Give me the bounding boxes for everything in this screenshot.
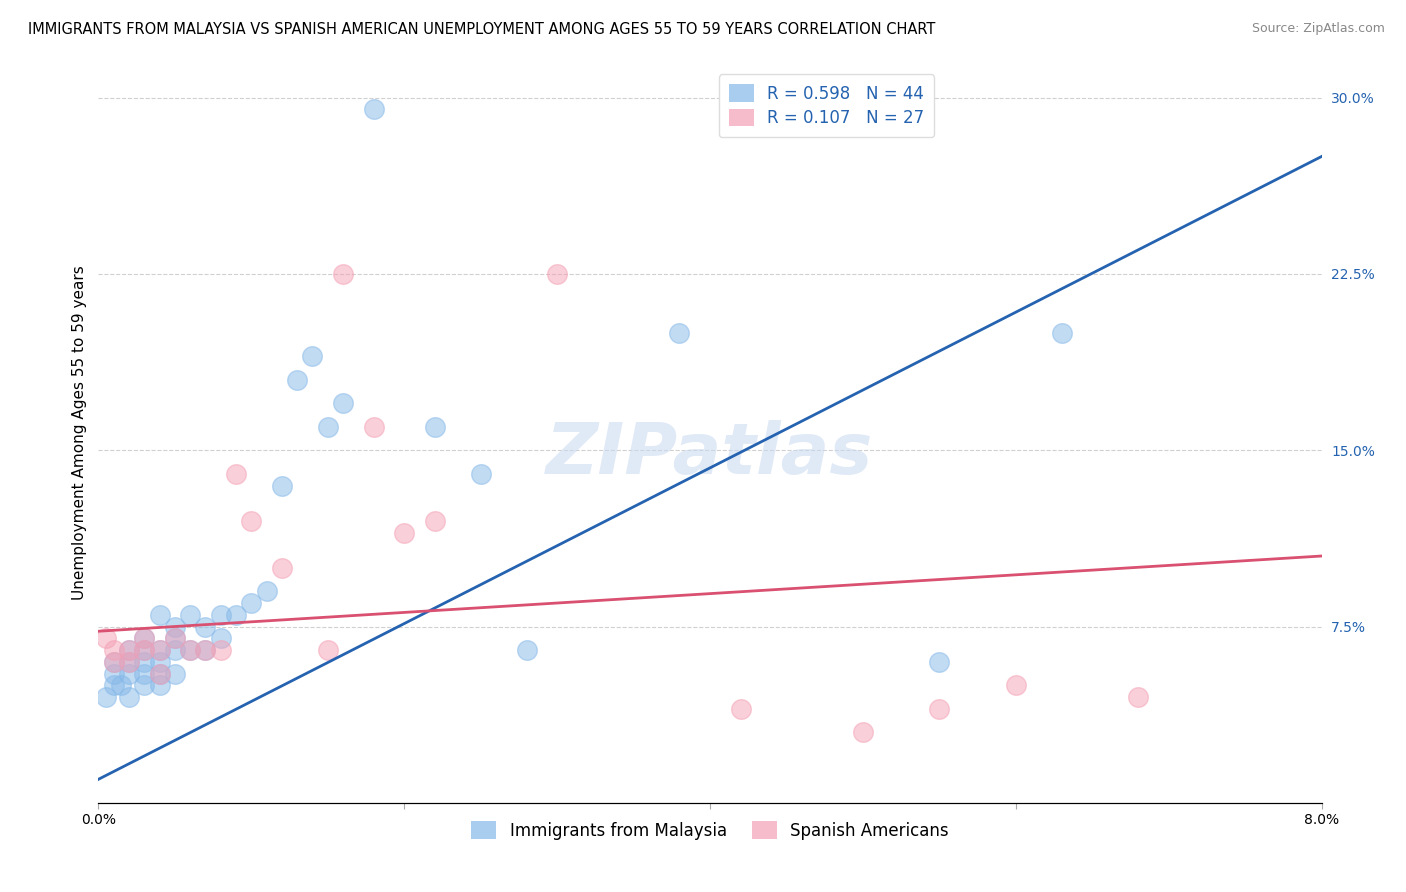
Point xyxy=(209,632,232,646)
Point xyxy=(163,632,186,646)
Point xyxy=(163,666,186,681)
Point xyxy=(179,607,201,622)
Point xyxy=(470,467,492,481)
Y-axis label: Unemployment Among Ages 55 to 59 years: Unemployment Among Ages 55 to 59 years xyxy=(72,265,87,600)
Point xyxy=(194,643,217,657)
Text: ZIPatlas: ZIPatlas xyxy=(547,420,873,490)
Point xyxy=(134,643,156,657)
Point xyxy=(134,678,156,692)
Point xyxy=(118,643,141,657)
Point xyxy=(363,419,385,434)
Point xyxy=(103,643,125,657)
Point xyxy=(149,643,172,657)
Point xyxy=(149,666,172,681)
Point xyxy=(270,561,294,575)
Point xyxy=(149,666,172,681)
Point xyxy=(149,643,172,657)
Point xyxy=(928,702,950,716)
Point xyxy=(94,690,117,704)
Point xyxy=(209,607,232,622)
Point xyxy=(1004,678,1026,692)
Point xyxy=(1050,326,1073,340)
Point xyxy=(134,632,156,646)
Point xyxy=(194,643,217,657)
Point xyxy=(118,666,141,681)
Point xyxy=(546,267,568,281)
Point xyxy=(423,419,446,434)
Point xyxy=(179,643,201,657)
Legend: Immigrants from Malaysia, Spanish Americans: Immigrants from Malaysia, Spanish Americ… xyxy=(464,814,956,847)
Point xyxy=(103,678,125,692)
Point xyxy=(301,349,323,363)
Point xyxy=(332,396,354,410)
Point xyxy=(1128,690,1150,704)
Point xyxy=(285,373,308,387)
Point xyxy=(94,632,117,646)
Point xyxy=(392,525,416,540)
Point xyxy=(332,267,354,281)
Point xyxy=(134,643,156,657)
Point xyxy=(134,632,156,646)
Text: IMMIGRANTS FROM MALAYSIA VS SPANISH AMERICAN UNEMPLOYMENT AMONG AGES 55 TO 59 YE: IMMIGRANTS FROM MALAYSIA VS SPANISH AMER… xyxy=(28,22,935,37)
Point xyxy=(134,666,156,681)
Point xyxy=(103,655,125,669)
Point xyxy=(225,607,247,622)
Point xyxy=(256,584,278,599)
Point xyxy=(103,666,125,681)
Point xyxy=(118,643,141,657)
Point xyxy=(316,643,339,657)
Point xyxy=(209,643,232,657)
Point xyxy=(163,632,186,646)
Point xyxy=(240,514,263,528)
Point xyxy=(668,326,690,340)
Point xyxy=(730,702,752,716)
Point xyxy=(134,655,156,669)
Point xyxy=(149,678,172,692)
Point xyxy=(194,619,217,633)
Point xyxy=(118,655,141,669)
Point xyxy=(423,514,446,528)
Point xyxy=(118,690,141,704)
Point xyxy=(270,478,294,492)
Point xyxy=(179,643,201,657)
Point xyxy=(240,596,263,610)
Point xyxy=(103,655,125,669)
Text: Source: ZipAtlas.com: Source: ZipAtlas.com xyxy=(1251,22,1385,36)
Point xyxy=(852,725,875,739)
Point xyxy=(118,655,141,669)
Point xyxy=(363,103,385,117)
Point xyxy=(163,619,186,633)
Point xyxy=(149,655,172,669)
Point xyxy=(516,643,538,657)
Point xyxy=(225,467,247,481)
Point xyxy=(316,419,339,434)
Point xyxy=(163,643,186,657)
Point xyxy=(928,655,950,669)
Point xyxy=(110,678,132,692)
Point xyxy=(149,607,172,622)
